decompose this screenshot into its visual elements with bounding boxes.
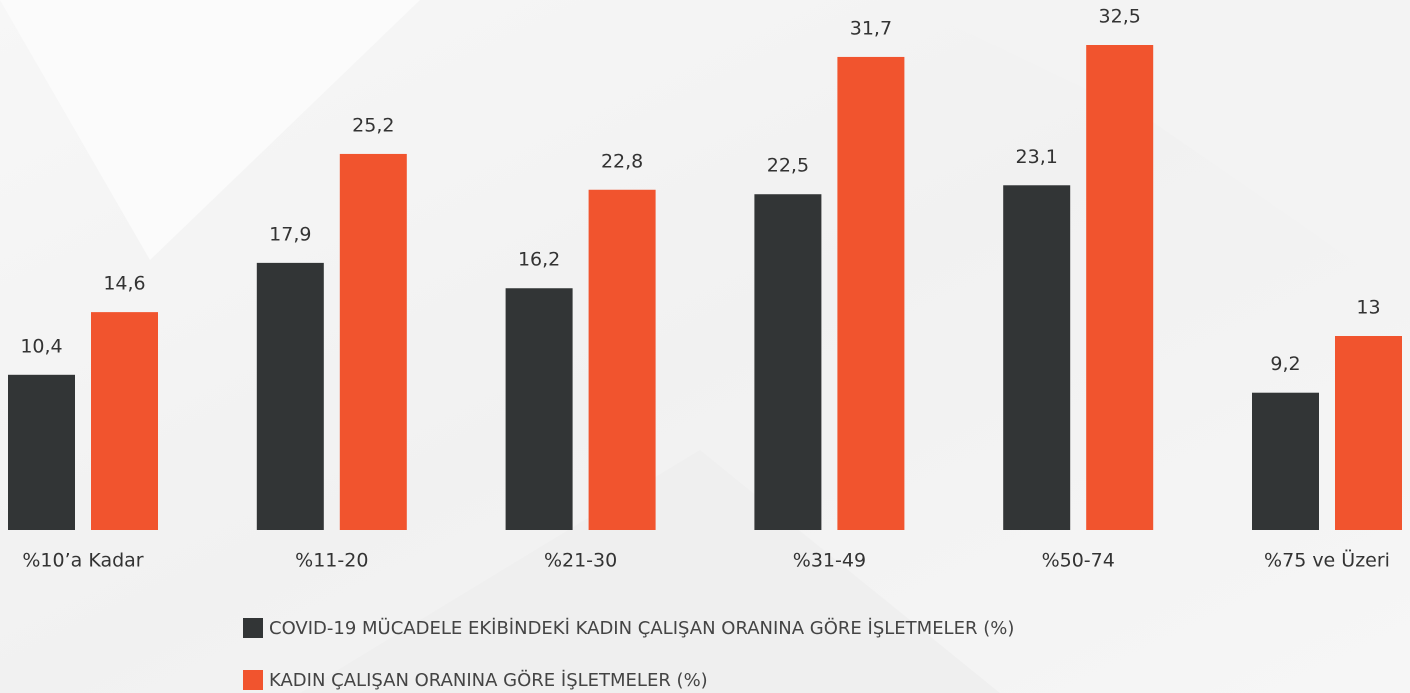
background-shape [300, 450, 1000, 693]
bar [505, 288, 573, 530]
background-shape [900, 0, 1410, 300]
data-label: 13 [1356, 297, 1380, 319]
x-tick-label: %75 ve Üzeri [1264, 549, 1390, 572]
bar [8, 374, 75, 530]
bar [1086, 45, 1154, 530]
data-label: 25,2 [352, 114, 394, 136]
legend-label: KADIN ÇALIŞAN ORANINA GÖRE İŞLETMELER (%… [269, 669, 708, 691]
data-label: 17,9 [269, 223, 311, 245]
x-tick-label: %50-74 [1042, 550, 1115, 572]
data-label: 32,5 [1099, 6, 1141, 28]
data-label: 23,1 [1016, 146, 1058, 168]
background-shape [0, 0, 420, 260]
bar [339, 153, 407, 530]
data-label: 16,2 [518, 249, 560, 271]
data-label: 31,7 [850, 17, 892, 39]
x-tick-label: %10’a Kadar [22, 550, 143, 572]
bar [1252, 392, 1319, 530]
x-tick-label: %31-49 [793, 550, 866, 572]
legend-label: COVID-19 MÜCADELE EKİBİNDEKİ KADIN ÇALIŞ… [269, 617, 1014, 639]
bar [837, 56, 905, 530]
bar [588, 189, 656, 530]
bar [754, 194, 822, 530]
bar [256, 262, 324, 530]
legend-swatch [243, 618, 263, 638]
data-label: 10,4 [20, 335, 62, 357]
bar [91, 312, 158, 530]
data-label: 14,6 [103, 273, 145, 295]
data-label: 22,5 [767, 155, 809, 177]
legend-swatch [243, 670, 263, 690]
bar [1003, 185, 1071, 530]
data-label: 22,8 [601, 150, 643, 172]
x-tick-label: %21-30 [544, 550, 617, 572]
bar [1335, 336, 1402, 530]
x-tick-label: %11-20 [295, 550, 368, 572]
data-label: 9,2 [1270, 353, 1300, 375]
